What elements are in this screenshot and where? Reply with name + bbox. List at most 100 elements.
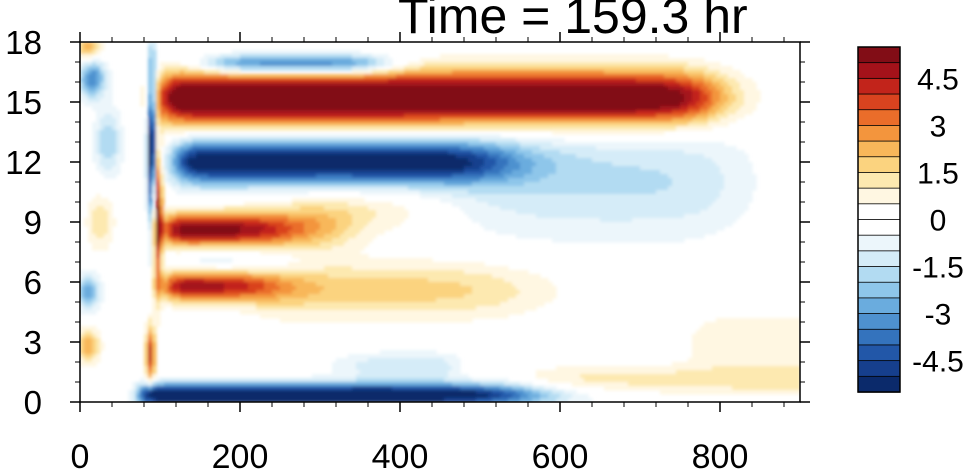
contour-cell: [656, 86, 661, 91]
contour-cell: [732, 94, 737, 99]
contour-cell: [272, 98, 277, 103]
contour-cell: [216, 166, 221, 171]
contour-cell: [528, 186, 533, 191]
contour-cell: [532, 74, 537, 79]
contour-cell: [224, 62, 229, 67]
contour-cell: [484, 138, 489, 143]
contour-cell: [256, 146, 261, 151]
contour-cell: [708, 118, 713, 123]
contour-cell: [168, 62, 173, 67]
contour-cell: [404, 82, 409, 87]
contour-cell: [596, 114, 601, 119]
contour-cell: [596, 110, 601, 115]
contour-cell: [552, 178, 557, 183]
contour-cell: [256, 54, 261, 59]
contour-cell: [400, 90, 405, 95]
contour-cell: [348, 66, 353, 71]
contour-cell: [564, 106, 569, 111]
contour-cell: [428, 170, 433, 175]
contour-cell: [676, 90, 681, 95]
contour-cell: [116, 170, 121, 175]
contour-cell: [308, 54, 313, 59]
contour-cell: [552, 166, 557, 171]
contour-cell: [232, 102, 237, 107]
contour-cell: [216, 114, 221, 119]
contour-cell: [372, 182, 377, 187]
contour-cell: [548, 86, 553, 91]
contour-cell: [196, 146, 201, 151]
contour-cell: [560, 158, 565, 163]
contour-cell: [312, 138, 317, 143]
contour-cell: [212, 62, 217, 67]
contour-cell: [292, 90, 297, 95]
contour-cell: [656, 58, 661, 63]
contour-cell: [580, 186, 585, 191]
contour-cell: [500, 70, 505, 75]
contour-cell: [708, 82, 713, 87]
contour-cell: [620, 166, 625, 171]
contour-cell: [688, 166, 693, 171]
contour-cell: [528, 58, 533, 63]
contour-cell: [300, 102, 305, 107]
contour-cell: [536, 82, 541, 87]
contour-cell: [492, 154, 497, 159]
contour-cell: [644, 86, 649, 91]
contour-cell: [608, 98, 613, 103]
contour-cell: [384, 142, 389, 147]
contour-cell: [196, 86, 201, 91]
contour-cell: [440, 150, 445, 155]
contour-cell: [504, 142, 509, 147]
contour-cell: [516, 62, 521, 67]
contour-cell: [264, 118, 269, 123]
contour-cell: [112, 122, 117, 127]
contour-cell: [196, 66, 201, 71]
contour-cell: [384, 154, 389, 159]
contour-cell: [432, 74, 437, 79]
chart-title: Time = 159.3 hr: [398, 0, 748, 44]
contour-cell: [288, 150, 293, 155]
contour-cell: [196, 114, 201, 119]
contour-cell: [692, 162, 697, 167]
contour-cell: [412, 106, 417, 111]
contour-cell: [152, 90, 157, 95]
contour-cell: [420, 90, 425, 95]
contour-cell: [736, 170, 741, 175]
contour-cell: [172, 90, 177, 95]
contour-cell: [360, 142, 365, 147]
contour-cell: [688, 90, 693, 95]
contour-cell: [564, 110, 569, 115]
contour-cell: [704, 162, 709, 167]
contour-cell: [296, 182, 301, 187]
contour-cell: [200, 122, 205, 127]
contour-cell: [400, 182, 405, 187]
contour-cell: [728, 78, 733, 83]
contour-cell: [260, 58, 265, 63]
contour-cell: [300, 186, 305, 191]
contour-cell: [200, 102, 205, 107]
contour-cell: [632, 126, 637, 131]
contour-cell: [620, 162, 625, 167]
contour-cell: [724, 166, 729, 171]
contour-cell: [648, 98, 653, 103]
contour-cell: [556, 74, 561, 79]
contour-cell: [460, 146, 465, 151]
contour-cell: [632, 66, 637, 71]
contour-cell: [640, 54, 645, 59]
contour-cell: [724, 90, 729, 95]
contour-cell: [544, 110, 549, 115]
contour-cell: [100, 118, 105, 123]
contour-cell: [248, 78, 253, 83]
contour-cell: [224, 150, 229, 155]
contour-cell: [96, 90, 101, 95]
contour-cell: [148, 174, 153, 179]
contour-cell: [416, 82, 421, 87]
contour-cell: [208, 166, 213, 171]
contour-cell: [344, 174, 349, 179]
contour-cell: [656, 66, 661, 71]
contour-cell: [484, 94, 489, 99]
contour-cell: [604, 118, 609, 123]
contour-cell: [408, 86, 413, 91]
contour-cell: [192, 86, 197, 91]
contour-cell: [456, 54, 461, 59]
contour-cell: [692, 118, 697, 123]
